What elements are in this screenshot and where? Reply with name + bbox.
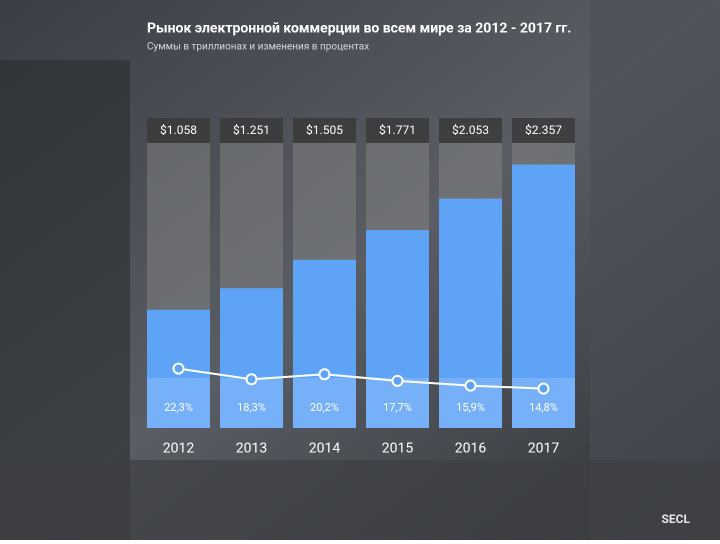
bar	[293, 259, 356, 428]
change-line	[178, 367, 544, 390]
x-tick-label: 2012	[163, 441, 195, 457]
change-point	[537, 382, 550, 395]
change-point	[391, 374, 404, 387]
change-point	[464, 379, 477, 392]
change-point	[245, 373, 258, 386]
chart-title: Рынок электронной коммерции во всем мире…	[147, 21, 571, 37]
percent-label: 20,2%	[310, 401, 339, 414]
percent-label: 18,3%	[237, 401, 266, 414]
column-header	[293, 118, 356, 143]
percent-band	[293, 378, 356, 428]
column-header	[439, 118, 502, 143]
value-label: $1.505	[306, 123, 343, 137]
x-tick-label: 2015	[382, 441, 414, 457]
change-point	[172, 362, 185, 375]
value-label: $2.357	[525, 123, 562, 137]
logo: SECL	[662, 512, 691, 526]
x-tick-label: 2013	[236, 441, 267, 457]
background-street	[0, 460, 720, 540]
x-tick-label: 2014	[309, 441, 341, 457]
value-label: $1.771	[379, 123, 416, 137]
value-label: $1.251	[233, 123, 270, 137]
percent-band	[147, 378, 210, 428]
percent-label: 15,9%	[456, 401, 485, 414]
percent-band	[220, 378, 283, 428]
bar	[366, 230, 429, 428]
bar	[220, 288, 283, 428]
value-label: $1.058	[160, 123, 197, 137]
column-header	[147, 118, 210, 143]
percent-label: 17,7%	[383, 401, 412, 414]
change-point	[318, 368, 331, 381]
column-header	[220, 118, 283, 143]
column-header	[512, 118, 575, 143]
x-tick-label: 2017	[528, 441, 560, 457]
value-label: $2.053	[452, 123, 489, 137]
background-building	[590, 0, 720, 540]
x-tick-label: 2016	[455, 441, 487, 457]
percent-label: 14,8%	[529, 401, 558, 414]
column-header	[366, 118, 429, 143]
chart-subtitle: Суммы в триллионах и изменения в процент…	[147, 42, 369, 53]
percent-label: 22,3%	[164, 401, 193, 414]
